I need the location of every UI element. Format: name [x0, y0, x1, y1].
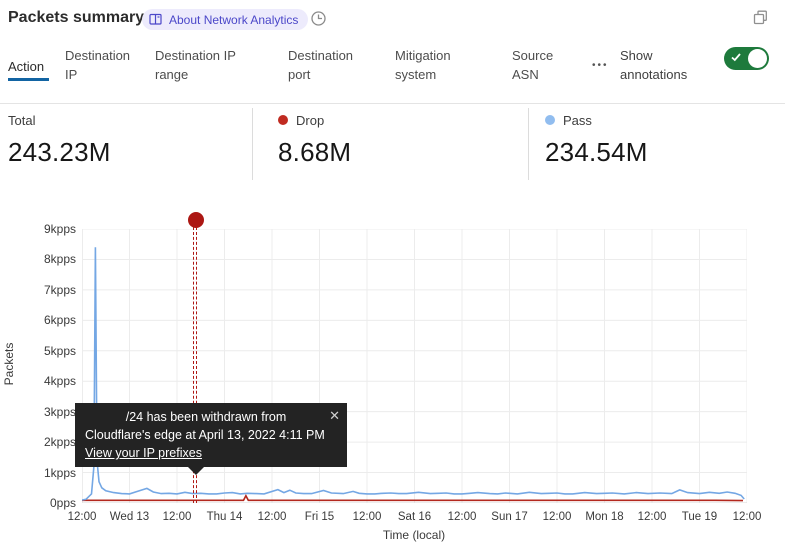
stat-pass-label: Pass [563, 112, 592, 128]
tab-destination-ip[interactable]: Destination IP [65, 48, 131, 82]
y-tick-label: 4kpps [43, 374, 76, 389]
active-tab-underline [8, 78, 49, 81]
view-ip-prefixes-link[interactable]: View your IP prefixes [85, 446, 202, 460]
x-tick-label: 12:00 [447, 511, 477, 523]
tab-source-asn[interactable]: Source ASN [512, 48, 554, 82]
about-network-analytics-badge[interactable]: About Network Analytics [142, 9, 309, 30]
y-tick-label: 8kpps [43, 252, 76, 267]
page-title: Packets summary [8, 9, 145, 26]
x-tick-label: Sun 17 [491, 511, 528, 523]
tooltip-arrow [188, 467, 204, 475]
x-tick-label: 12:00 [542, 511, 572, 523]
y-tick-label: 0pps [49, 496, 76, 510]
y-tick-label: 6kpps [43, 313, 76, 328]
y-tick-label: 9kpps [43, 222, 76, 236]
stat-pass-value: 234.54M [545, 137, 648, 167]
show-annotations-label: Show annotations [620, 48, 688, 82]
tooltip-line1: /24 has been withdrawn from [125, 410, 287, 424]
y-tick-label: 1kpps [43, 465, 76, 480]
drop-legend-dot [278, 115, 288, 125]
tab-mitigation-system[interactable]: Mitigation system [395, 48, 451, 82]
x-tick-label: Thu 14 [206, 511, 243, 523]
x-tick-label: Sat 16 [397, 511, 432, 523]
x-tick-label: 12:00 [732, 511, 762, 523]
pass-legend-dot [545, 115, 555, 125]
tab-destination-port[interactable]: Destination port [288, 48, 354, 82]
stat-drop-label: Drop [296, 112, 325, 128]
x-tick-label: 12:00 [352, 511, 382, 523]
x-tick-label: Wed 13 [109, 511, 150, 523]
show-annotations-toggle[interactable] [724, 47, 769, 70]
stat-drop-value: 8.68M [278, 137, 352, 167]
y-tick-labels: 9kpps 8kpps 7kpps 6kpps 5kpps 4kpps 3kpps 2kpps… [26, 0, 76, 555]
stat-pass: Pass 234.54M [545, 112, 648, 168]
x-tick-label: Fri 15 [304, 511, 335, 523]
popout-icon [753, 10, 767, 25]
stat-divider [252, 108, 253, 180]
x-tick-label: 12:00 [162, 511, 192, 523]
stat-drop: Drop 8.68M [278, 112, 351, 168]
clock-icon [310, 10, 328, 28]
tooltip-line2: Cloudflare's edge at April 13, 2022 4:11… [85, 428, 325, 442]
header-separator [0, 103, 785, 104]
stat-total-value: 243.23M [8, 137, 111, 167]
y-tick-label: 7kpps [43, 282, 76, 297]
toggle-knob [748, 49, 767, 68]
x-tick-label: 12:00 [67, 511, 97, 523]
x-tick-label: 12:00 [257, 511, 287, 523]
y-tick-label: 5kpps [43, 343, 76, 358]
check-icon [730, 51, 742, 63]
tab-action[interactable]: Action [8, 59, 45, 74]
tab-destination-ip-range[interactable]: Destination IP range [155, 48, 236, 82]
more-tabs-button[interactable]: ••• [592, 60, 609, 71]
x-tick-label: Tue 19 [681, 511, 718, 523]
close-icon[interactable]: ✕ [329, 408, 340, 423]
x-axis-title: Time (local) [382, 528, 446, 542]
y-tick-label: 2kpps [43, 435, 76, 450]
x-tick-label: 12:00 [637, 511, 667, 523]
annotation-marker-dot[interactable] [188, 212, 204, 228]
popout-button[interactable] [753, 10, 769, 26]
annotation-tooltip: ✕ /24 has been withdrawn from Cloudflare… [75, 403, 347, 475]
stat-total-label: Total [8, 112, 36, 128]
x-tick-label: Mon 18 [585, 511, 624, 523]
y-axis-title: Packets [2, 342, 16, 386]
book-icon [149, 13, 163, 26]
annotation-dashed-line [193, 227, 197, 503]
about-badge-label: About Network Analytics [169, 12, 299, 27]
y-tick-label: 3kpps [43, 404, 76, 419]
stat-total: Total 243.23M [8, 112, 111, 168]
stat-divider [528, 108, 529, 180]
